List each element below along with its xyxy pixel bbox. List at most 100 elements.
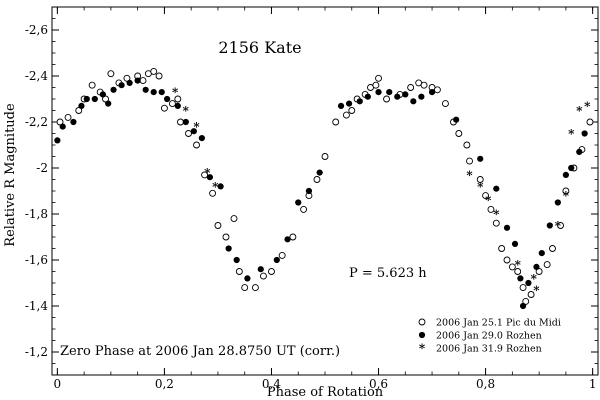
data-point-series-1 — [251, 284, 259, 292]
data-point-series-2 — [453, 116, 460, 123]
data-point-series-3: * — [563, 189, 570, 203]
y-axis-title: Relative R Magnitude — [3, 103, 18, 247]
data-point-series-2 — [134, 77, 141, 84]
data-point-series-1 — [508, 263, 516, 271]
data-point-series-1 — [549, 245, 556, 252]
data-point-series-2 — [402, 91, 409, 98]
data-point-series-1 — [332, 118, 340, 126]
data-point-series-1 — [487, 205, 495, 213]
data-point-series-1 — [214, 222, 222, 229]
data-point-series-2 — [284, 236, 291, 243]
x-tick-label: 0,2 — [155, 377, 174, 391]
data-point-series-1 — [102, 95, 109, 103]
data-point-series-2 — [99, 91, 106, 98]
data-point-series-1 — [222, 233, 230, 241]
data-point-series-1 — [586, 118, 594, 126]
legend-marker-3: * — [419, 342, 426, 356]
x-tick-label: 0 — [54, 377, 62, 391]
data-point-series-2 — [59, 123, 66, 130]
data-point-series-1 — [193, 141, 200, 149]
data-point-series-1 — [201, 171, 209, 179]
data-point-series-1 — [185, 130, 192, 137]
legend-label: 2006 Jan 29.0 Rozhen — [436, 331, 542, 342]
data-point-series-3: * — [204, 166, 211, 180]
data-point-series-2 — [525, 279, 532, 287]
data-point-series-2 — [105, 100, 112, 107]
data-point-series-2 — [182, 118, 189, 126]
data-point-series-2 — [511, 240, 519, 247]
data-point-series-2 — [517, 275, 524, 282]
data-point-series-3: * — [172, 86, 179, 100]
y-tick-label: -2,2 — [25, 115, 48, 129]
data-point-series-1 — [278, 251, 286, 259]
data-point-series-1 — [139, 77, 147, 85]
data-point-series-2 — [70, 118, 77, 126]
data-point-series-1 — [476, 176, 484, 183]
y-tick-label: -2,6 — [25, 23, 48, 37]
data-point-series-1 — [313, 176, 321, 183]
data-point-series-1 — [259, 272, 267, 280]
data-point-series-3: * — [568, 127, 575, 141]
data-point-series-1 — [177, 118, 184, 126]
data-point-series-1 — [527, 291, 535, 298]
data-point-series-2 — [206, 174, 214, 181]
data-point-series-2 — [519, 302, 527, 310]
data-point-series-2 — [244, 275, 251, 282]
data-point-series-2 — [345, 100, 353, 107]
data-point-series-1 — [268, 268, 275, 275]
data-point-series-3: * — [466, 168, 473, 182]
y-tick-label: -1,4 — [25, 299, 49, 313]
data-point-series-2 — [225, 245, 232, 252]
data-point-series-1 — [557, 222, 564, 229]
data-point-series-2 — [78, 102, 85, 109]
data-point-series-1 — [289, 233, 297, 241]
data-point-series-3: * — [477, 180, 484, 194]
x-tick-label: 0,8 — [476, 377, 495, 391]
data-point-series-2 — [91, 95, 98, 103]
data-point-series-1 — [514, 268, 522, 275]
data-point-series-1 — [155, 72, 163, 80]
data-point-series-3: * — [531, 272, 538, 286]
legend-marker-1 — [418, 318, 426, 326]
data-point-series-2 — [493, 185, 500, 192]
x-tick-label: 0,6 — [369, 377, 388, 391]
data-point-series-1 — [123, 74, 131, 82]
data-point-series-1 — [300, 205, 308, 213]
legend-label: 2006 Jan 25.1 Pic du Midi — [436, 318, 561, 329]
data-point-series-1 — [342, 111, 350, 119]
data-point-series-1 — [64, 113, 72, 121]
data-point-series-1 — [372, 81, 380, 89]
data-point-series-1 — [56, 118, 64, 126]
data-point-series-1 — [235, 268, 243, 275]
data-point-series-2 — [356, 98, 363, 105]
legend-marker-2 — [418, 331, 426, 339]
data-point-series-1 — [88, 81, 96, 89]
data-point-series-2 — [375, 89, 382, 96]
data-point-series-2 — [233, 256, 240, 264]
x-tick-label: 1 — [589, 377, 597, 391]
data-point-series-1 — [375, 74, 382, 82]
data-point-series-1 — [160, 104, 168, 112]
chart-title: 2156 Kate — [218, 38, 301, 57]
data-point-series-2 — [273, 256, 280, 264]
data-point-series-2 — [126, 79, 133, 86]
data-point-series-2 — [546, 222, 553, 229]
data-point-series-2 — [198, 135, 205, 142]
data-point-series-2 — [316, 169, 323, 176]
data-point-series-3: * — [555, 219, 562, 233]
zero-phase-annotation: Zero Phase at 2006 Jan 28.8750 UT (corr.… — [60, 344, 340, 359]
data-point-series-2 — [533, 263, 540, 270]
data-point-series-1 — [503, 256, 511, 264]
data-point-series-1 — [383, 95, 391, 103]
data-point-series-3: * — [193, 120, 200, 134]
data-point-series-1 — [482, 192, 490, 200]
legend: 2006 Jan 25.1 Pic du Midi 2006 Jan 29.0 R… — [418, 318, 561, 356]
data-point-series-2 — [386, 89, 393, 96]
data-point-series-2 — [418, 93, 425, 100]
data-point-series-1 — [492, 219, 500, 227]
data-point-series-3: * — [212, 180, 219, 194]
data-point-series-2 — [257, 266, 264, 273]
data-point-series-1 — [433, 86, 441, 94]
data-point-series-2 — [428, 89, 436, 96]
data-point-series-1 — [75, 107, 83, 114]
